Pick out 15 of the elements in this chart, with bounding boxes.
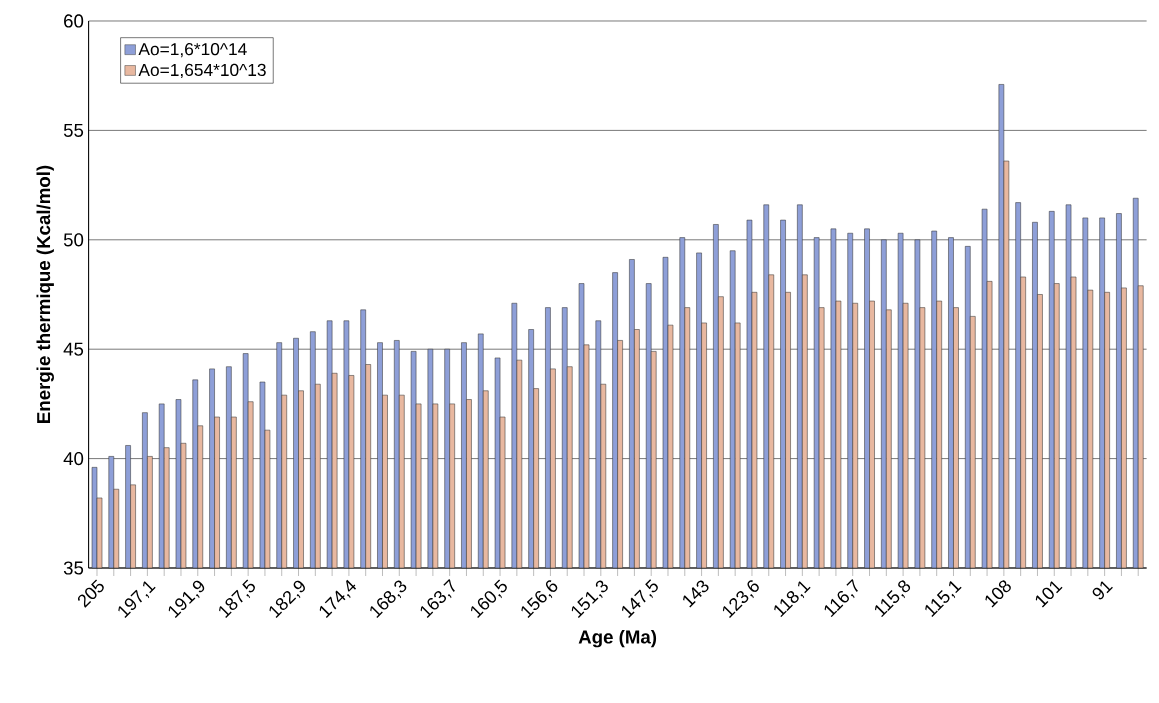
x-tick-label: 101 [1035, 581, 1063, 608]
y-axis-title: Energie thermique (Kcal/mol) [36, 165, 54, 423]
y-tick-label: 55 [63, 123, 84, 137]
y-tick-label: 40 [63, 451, 84, 466]
legend-label: Ao=1,654*10^13 [138, 63, 266, 79]
x-tick-label: 91 [1092, 581, 1113, 600]
y-tick-label: 35 [63, 561, 84, 575]
legend-label: Ao=1,6*10^14 [138, 43, 247, 58]
x-axis-title: Age (Ma) [578, 629, 657, 648]
y-tick-label: 60 [64, 14, 84, 28]
x-tick-label: 205 [77, 579, 104, 608]
y-tick-label: 50 [63, 233, 84, 247]
x-tick-label: 143 [683, 580, 709, 608]
x-tick-label: 108 [985, 580, 1011, 608]
y-tick-label: 45 [63, 342, 84, 356]
